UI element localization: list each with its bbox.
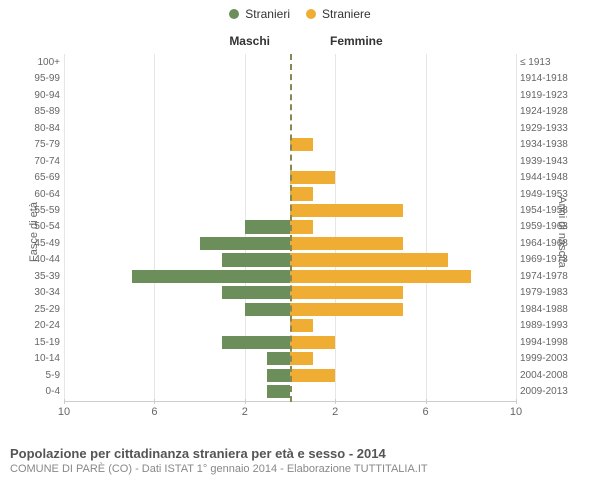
bar-female (290, 171, 335, 184)
bar-female (290, 187, 313, 200)
year-label: 1944-1948 (520, 169, 594, 185)
bar-female (290, 237, 403, 250)
x-tick-label: 10 (58, 406, 70, 418)
year-label: 2004-2008 (520, 367, 594, 383)
chart-subtitle: COMUNE DI PARÈ (CO) - Dati ISTAT 1° genn… (10, 463, 590, 475)
x-axis-ticks: 10622610 (64, 404, 516, 422)
age-label: 100+ (4, 54, 60, 70)
bar-male (245, 303, 290, 316)
legend-item-male: Stranieri (229, 7, 290, 21)
year-label: 1984-1988 (520, 301, 594, 317)
legend-swatch-female (306, 9, 316, 19)
age-label: 20-24 (4, 318, 60, 334)
year-label: 1949-1953 (520, 186, 594, 202)
year-label: 1969-1973 (520, 252, 594, 268)
year-label: 1989-1993 (520, 318, 594, 334)
bar-female (290, 220, 313, 233)
year-label: 1999-2003 (520, 351, 594, 367)
legend: Stranieri Straniere (0, 0, 600, 28)
age-label: 35-39 (4, 268, 60, 284)
bar-male (222, 286, 290, 299)
year-label: 1979-1983 (520, 285, 594, 301)
legend-item-female: Straniere (306, 7, 371, 21)
year-label: 1954-1958 (520, 202, 594, 218)
bar-male (222, 336, 290, 349)
year-label: 2009-2013 (520, 384, 594, 400)
bar-male (132, 270, 290, 283)
age-label: 0-4 (4, 384, 60, 400)
legend-label-male: Stranieri (245, 7, 290, 21)
x-tick-label: 10 (510, 406, 522, 418)
year-label: 1914-1918 (520, 70, 594, 86)
column-header-male: Maschi (229, 34, 270, 48)
center-divider (290, 54, 292, 402)
bar-male (245, 220, 290, 233)
bar-female (290, 286, 403, 299)
age-label: 65-69 (4, 169, 60, 185)
legend-label-female: Straniere (322, 7, 371, 21)
bar-male (222, 253, 290, 266)
y-axis-year-labels: ≤ 19131914-19181919-19231924-19281929-19… (520, 54, 594, 400)
age-label: 90-94 (4, 87, 60, 103)
bar-male (200, 237, 290, 250)
year-label: 1974-1978 (520, 268, 594, 284)
age-label: 95-99 (4, 70, 60, 86)
bar-female (290, 253, 448, 266)
year-label: 1934-1938 (520, 136, 594, 152)
year-label: 1994-1998 (520, 334, 594, 350)
age-label: 70-74 (4, 153, 60, 169)
bar-female (290, 336, 335, 349)
bar-female (290, 270, 471, 283)
legend-swatch-male (229, 9, 239, 19)
y-axis-age-labels: 100+95-9990-9485-8980-8475-7970-7465-696… (4, 54, 60, 400)
age-label: 5-9 (4, 367, 60, 383)
age-label: 25-29 (4, 301, 60, 317)
bar-male (267, 385, 290, 398)
x-tick-label: 6 (423, 406, 429, 418)
age-label: 10-14 (4, 351, 60, 367)
x-tick-label: 2 (332, 406, 338, 418)
age-label: 45-49 (4, 235, 60, 251)
age-label: 80-84 (4, 120, 60, 136)
bar-female (290, 319, 313, 332)
chart-title: Popolazione per cittadinanza straniera p… (10, 446, 590, 461)
year-label: 1939-1943 (520, 153, 594, 169)
bar-female (290, 138, 313, 151)
year-label: 1924-1928 (520, 103, 594, 119)
age-label: 85-89 (4, 103, 60, 119)
bar-female (290, 369, 335, 382)
chart-footer: Popolazione per cittadinanza straniera p… (0, 436, 600, 475)
bar-female (290, 303, 403, 316)
age-label: 55-59 (4, 202, 60, 218)
age-label: 30-34 (4, 285, 60, 301)
age-label: 15-19 (4, 334, 60, 350)
age-label: 75-79 (4, 136, 60, 152)
x-tick-label: 6 (151, 406, 157, 418)
pyramid-chart: Maschi Femmine Fasce di età Anni di nasc… (0, 28, 600, 436)
bar-male (267, 352, 290, 365)
x-tick-label: 2 (242, 406, 248, 418)
column-header-female: Femmine (330, 34, 383, 48)
year-label: 1919-1923 (520, 87, 594, 103)
bar-male (267, 369, 290, 382)
year-label: 1964-1968 (520, 235, 594, 251)
age-label: 50-54 (4, 219, 60, 235)
bar-female (290, 352, 313, 365)
year-label: 1959-1963 (520, 219, 594, 235)
age-label: 40-44 (4, 252, 60, 268)
age-label: 60-64 (4, 186, 60, 202)
year-label: ≤ 1913 (520, 54, 594, 70)
bar-female (290, 204, 403, 217)
year-label: 1929-1933 (520, 120, 594, 136)
